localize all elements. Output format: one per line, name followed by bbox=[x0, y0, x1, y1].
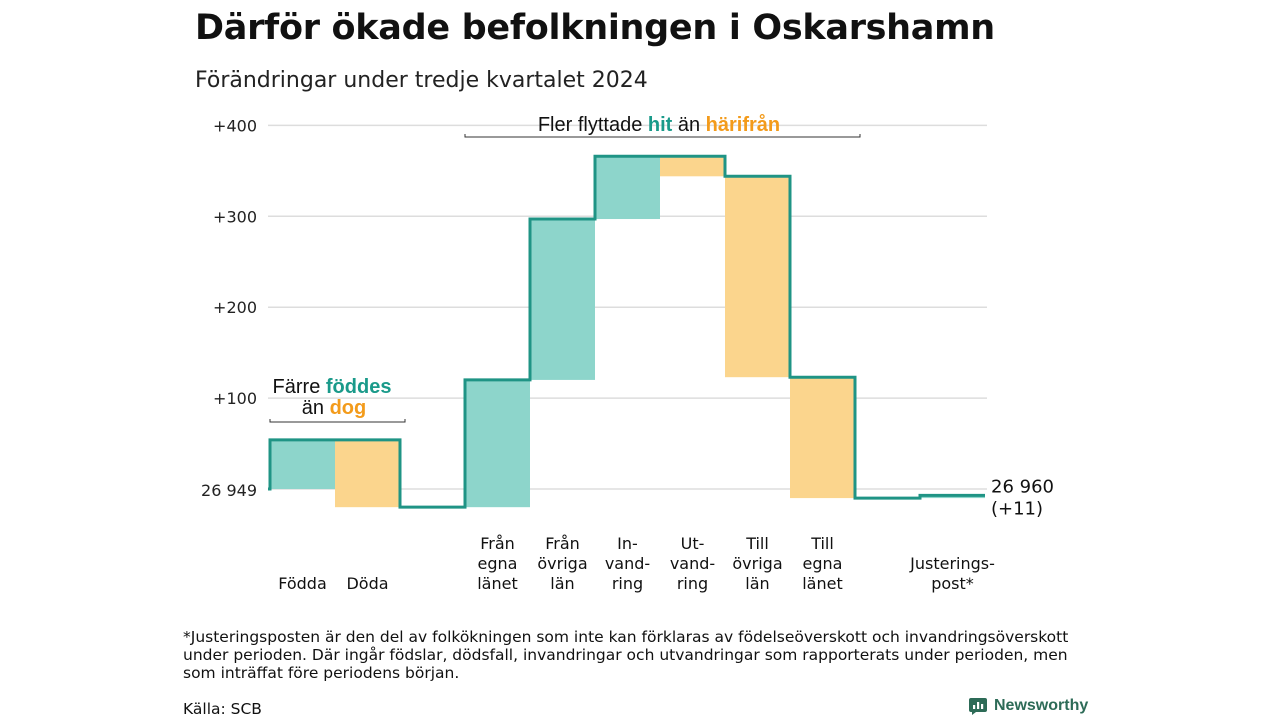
category-label: Från bbox=[480, 534, 515, 553]
cumulative-step-line bbox=[268, 154, 985, 509]
category-label: ring bbox=[612, 574, 643, 593]
category-label: övriga bbox=[537, 554, 587, 573]
annotation-migration-part: än bbox=[672, 114, 700, 136]
category-label: egna bbox=[803, 554, 843, 573]
category-label: In- bbox=[617, 534, 638, 553]
annotation-migration: Fler flyttade hit än härifrån bbox=[538, 113, 780, 136]
bar-doda bbox=[335, 439, 400, 508]
step-line bbox=[268, 154, 985, 509]
annotation-natural-line1-part: Färre bbox=[273, 376, 321, 398]
category-label: Ut- bbox=[681, 534, 705, 553]
bar-fodda bbox=[270, 439, 335, 489]
annotation-natural-line2: än dog bbox=[302, 397, 366, 419]
annotation-natural-line1-part: föddes bbox=[320, 376, 391, 398]
bar-utvandring bbox=[660, 156, 725, 177]
footnote: *Justeringsposten är den del av folkökni… bbox=[183, 628, 1069, 682]
start-value-label: 26 949 bbox=[201, 481, 257, 500]
category-label: ring bbox=[677, 574, 708, 593]
category-label: län bbox=[745, 574, 769, 593]
bars bbox=[270, 156, 985, 508]
category-label: län bbox=[550, 574, 574, 593]
bar-till-egna bbox=[790, 377, 855, 499]
annotation-natural-line2-part: dog bbox=[324, 397, 366, 419]
y-tick-label: +300 bbox=[213, 207, 257, 226]
chart-title: Därför ökade befolkningen i Oskarshamn bbox=[195, 8, 995, 48]
annotation-migration-part: hit bbox=[642, 114, 672, 136]
category-label: post* bbox=[931, 574, 974, 593]
end-change-label: (+11) bbox=[991, 498, 1043, 519]
category-label: Till bbox=[810, 534, 834, 553]
category-label: Från bbox=[545, 534, 580, 553]
annotation-natural-bracket bbox=[269, 419, 406, 423]
newsworthy-logo: Newsworthy bbox=[968, 696, 1088, 716]
newsworthy-logo-icon bbox=[969, 698, 987, 715]
y-tick-label: +400 bbox=[213, 116, 257, 135]
category-label: vand- bbox=[605, 554, 650, 573]
category-label: Till bbox=[745, 534, 769, 553]
chart-subtitle: Förändringar under tredje kvartalet 2024 bbox=[195, 68, 648, 93]
category-label: Justerings- bbox=[909, 554, 995, 573]
y-tick-label: +200 bbox=[213, 298, 257, 317]
y-tick-label: +100 bbox=[213, 389, 257, 408]
category-label: egna bbox=[478, 554, 518, 573]
annotation-natural-line2-part: än bbox=[302, 397, 324, 419]
bar-till-ovriga bbox=[725, 176, 790, 378]
annotation-natural-line1: Färre föddes bbox=[273, 376, 392, 398]
bar-fran-egna bbox=[465, 379, 530, 508]
annotation-migration-part: härifrån bbox=[700, 113, 780, 136]
annotation-migration-part: Fler flyttade bbox=[538, 114, 642, 136]
category-label: länet bbox=[477, 574, 518, 593]
end-value-label: 26 960 bbox=[991, 476, 1054, 497]
bar-invandring bbox=[595, 156, 660, 220]
category-label: länet bbox=[802, 574, 843, 593]
category-label: vand- bbox=[670, 554, 715, 573]
category-label: Döda bbox=[346, 574, 388, 593]
source-label: Källa: SCB bbox=[183, 700, 262, 718]
category-label: övriga bbox=[732, 554, 782, 573]
bar-fran-ovriga bbox=[530, 219, 595, 380]
annotation-migration-bracket bbox=[464, 134, 861, 138]
category-label: Födda bbox=[278, 574, 327, 593]
logo-text: Newsworthy bbox=[994, 697, 1089, 714]
